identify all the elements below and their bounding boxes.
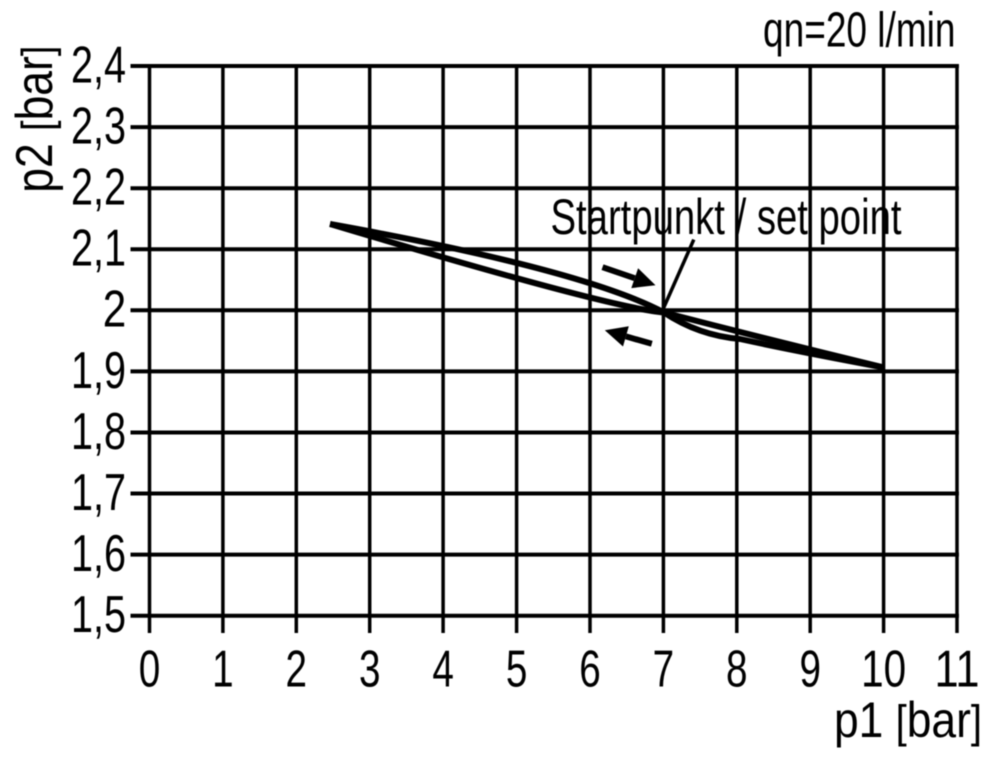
- svg-text:3: 3: [359, 641, 381, 699]
- svg-text:1,5: 1,5: [71, 585, 126, 643]
- svg-text:6: 6: [579, 641, 601, 699]
- svg-text:1,8: 1,8: [71, 402, 126, 460]
- svg-text:2,2: 2,2: [71, 158, 126, 216]
- svg-text:1,7: 1,7: [71, 463, 126, 521]
- svg-text:7: 7: [653, 641, 675, 699]
- svg-text:1,9: 1,9: [71, 341, 126, 399]
- svg-text:p2 [bar]: p2 [bar]: [6, 46, 64, 193]
- svg-text:2: 2: [103, 280, 127, 338]
- svg-text:0: 0: [139, 641, 161, 699]
- svg-text:2,1: 2,1: [71, 219, 126, 277]
- svg-text:1: 1: [212, 641, 234, 699]
- svg-text:10: 10: [861, 641, 906, 699]
- svg-text:p1 [bar]: p1 [bar]: [834, 691, 982, 748]
- svg-text:5: 5: [506, 641, 528, 699]
- svg-text:Startpunkt / set point: Startpunkt / set point: [551, 189, 902, 245]
- svg-text:9: 9: [799, 641, 821, 699]
- svg-text:1,6: 1,6: [71, 524, 126, 582]
- svg-text:4: 4: [432, 641, 454, 699]
- svg-text:2,3: 2,3: [71, 97, 126, 155]
- svg-text:2,4: 2,4: [71, 35, 126, 93]
- svg-text:2: 2: [286, 641, 308, 699]
- svg-text:8: 8: [726, 641, 748, 699]
- svg-text:11: 11: [935, 641, 980, 699]
- svg-text:qn=20 l/min: qn=20 l/min: [763, 3, 956, 58]
